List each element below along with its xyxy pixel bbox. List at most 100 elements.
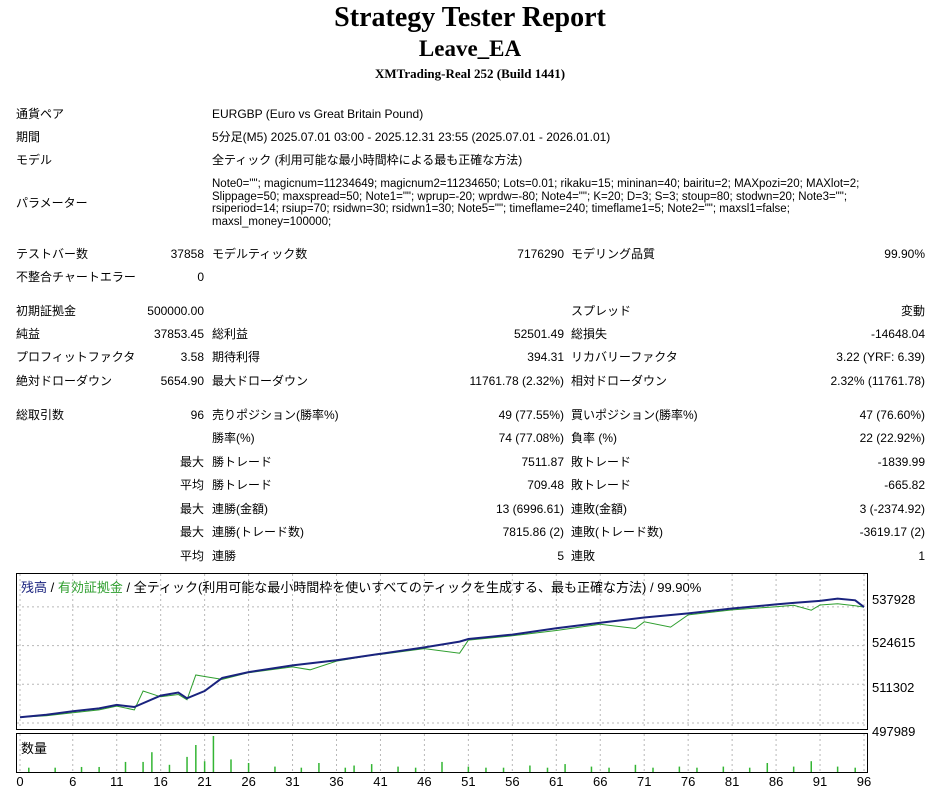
deposit-label: 初期証拠金	[16, 304, 77, 318]
rel-drawdown-value: 2.32% (11761.78)	[830, 374, 925, 388]
x-tick-label: 11	[109, 774, 124, 789]
long-positions-value: 47 (76.60%)	[859, 408, 925, 422]
deposit-value: 500000.00	[147, 304, 204, 318]
x-tick-label: 91	[812, 774, 828, 789]
legend-separator: /	[47, 580, 58, 595]
x-tick-label: 0	[16, 774, 24, 789]
x-tick-label: 66	[593, 774, 608, 789]
largest-win-value: 7511.87	[521, 455, 565, 469]
loss-rate-value: 22 (22.92%)	[859, 431, 925, 445]
mismatch-label: 不整合チャートエラー	[16, 270, 136, 284]
loss-rate-label: 負率 (%)	[571, 431, 617, 445]
balance-chart	[16, 573, 868, 730]
cons-loss-trades-value: -3619.17 (2)	[859, 525, 925, 539]
mismatch-value: 0	[197, 270, 204, 284]
params-value: Note0=""; magicnum=11234649; magicnum2=1…	[212, 178, 860, 228]
max-consecutive-prefix: 最大	[179, 502, 204, 516]
x-tick-label: 21	[197, 774, 212, 789]
params-label: パラメーター	[16, 196, 88, 210]
x-tick-label: 6	[69, 774, 77, 789]
gross-profit-value: 52501.49	[513, 327, 564, 341]
report-title: Strategy Tester Report	[334, 2, 606, 33]
y-tick-label: 497989	[872, 724, 916, 739]
quality-value: 99.90%	[884, 247, 925, 261]
abs-drawdown-value: 5654.90	[160, 374, 204, 388]
gross-profit-label: 総利益	[212, 327, 249, 341]
x-tick-label: 51	[461, 774, 476, 789]
x-tick-label: 16	[153, 774, 168, 789]
spread-label: スプレッド	[571, 304, 632, 318]
quality-label: モデリング品質	[571, 247, 656, 261]
y-tick-label: 537928	[872, 592, 916, 607]
volume-label: 数量	[21, 741, 48, 756]
bars-label: テストバー数	[16, 247, 89, 261]
total-trades-label: 総取引数	[16, 408, 65, 422]
x-tick-label: 41	[373, 774, 388, 789]
spread-value: 変動	[900, 304, 925, 318]
avg-loss-value: -665.82	[884, 478, 925, 492]
balance-line	[19, 597, 865, 719]
largest-win-label: 勝トレード	[212, 455, 273, 469]
profit-factor-label: プロフィットファクタ	[16, 350, 136, 364]
cons-wins-money-label: 連勝(金額)	[212, 502, 268, 516]
x-tick-label: 56	[505, 774, 520, 789]
recovery-factor-label: リカバリーファクタ	[571, 350, 678, 364]
legend-separator: /	[122, 580, 134, 595]
equity-line	[19, 603, 865, 718]
symbol-value: EURGBP (Euro vs Great Britain Pound)	[212, 107, 424, 121]
average-prefix: 平均	[179, 478, 204, 492]
x-tick-label: 61	[549, 774, 564, 789]
gross-loss-label: 総損失	[571, 327, 608, 341]
long-positions-label: 買いポジション(勝率%)	[571, 408, 698, 422]
x-tick-label: 26	[241, 774, 256, 789]
x-tick-label: 96	[856, 774, 872, 789]
largest-prefix: 最大	[179, 455, 204, 469]
y-tick-label: 524615	[872, 635, 916, 650]
total-trades-value: 96	[190, 408, 204, 422]
expected-payoff-value: 394.31	[527, 350, 564, 364]
y-tick-label: 511302	[872, 680, 915, 695]
abs-drawdown-label: 絶対ドローダウン	[16, 374, 113, 388]
bars-value: 37858	[170, 247, 204, 261]
cons-wins-money-value: 13 (6996.61)	[495, 502, 564, 516]
x-tick-label: 36	[329, 774, 344, 789]
x-tick-label: 81	[724, 774, 740, 789]
cons-loss-money-value: 3 (-2374.92)	[859, 502, 925, 516]
avg-cons-wins-label: 連勝	[212, 549, 237, 563]
balance-chart-svg	[17, 574, 867, 729]
chart-legend: 残高 / 有効証拠金 / 全ティック(利用可能な最小時間枠を使いすべてのティック…	[21, 577, 701, 596]
short-positions-value: 49 (77.55%)	[498, 408, 564, 422]
period-label: 期間	[16, 130, 41, 144]
rel-drawdown-label: 相対ドローダウン	[571, 374, 668, 388]
x-tick-label: 76	[680, 774, 696, 789]
server-build: XMTrading-Real 252 (Build 1441)	[374, 66, 566, 81]
cons-wins-trades-label: 連勝(トレード数)	[212, 525, 304, 539]
model-label: モデル	[16, 153, 53, 167]
cons-loss-money-label: 連敗(金額)	[571, 502, 627, 516]
legend-model: 全ティック(利用可能な最小時間枠を使いすべてのティックを生成する、最も正確な方法…	[133, 580, 702, 595]
avg-cons-wins-value: 5	[557, 549, 564, 563]
x-tick-label: 46	[417, 774, 432, 789]
cons-loss-trades-label: 連敗(トレード数)	[571, 525, 663, 539]
volume-chart-svg	[19, 734, 865, 772]
net-profit-value: 37853.45	[153, 327, 204, 341]
largest-loss-label: 敗トレード	[571, 455, 632, 469]
avg-loss-label: 敗トレード	[571, 478, 632, 492]
recovery-factor-value: 3.22 (YRF: 6.39)	[836, 350, 925, 364]
model-value: 全ティック (利用可能な最小時間枠による最も正確な方法)	[212, 153, 523, 167]
avg-win-label: 勝トレード	[212, 478, 273, 492]
short-positions-label: 売りポジション(勝率%)	[212, 408, 339, 422]
max-drawdown-label: 最大ドローダウン	[212, 374, 309, 388]
period-value: 5分足(M5) 2025.07.01 03:00 - 2025.12.31 23…	[212, 130, 611, 144]
average-prefix-2: 平均	[179, 549, 204, 563]
x-tick-label: 86	[768, 774, 784, 789]
avg-cons-loss-value: 1	[918, 549, 925, 563]
largest-loss-value: -1839.99	[877, 455, 925, 469]
cons-wins-trades-value: 7815.86 (2)	[502, 525, 564, 539]
legend-balance: 残高	[21, 580, 48, 595]
max-consecutive-prefix-2: 最大	[179, 525, 204, 539]
net-profit-label: 純益	[16, 327, 41, 341]
max-drawdown-value: 11761.78 (2.32%)	[469, 374, 564, 388]
expected-payoff-label: 期待利得	[212, 350, 261, 364]
x-tick-label: 31	[285, 774, 300, 789]
